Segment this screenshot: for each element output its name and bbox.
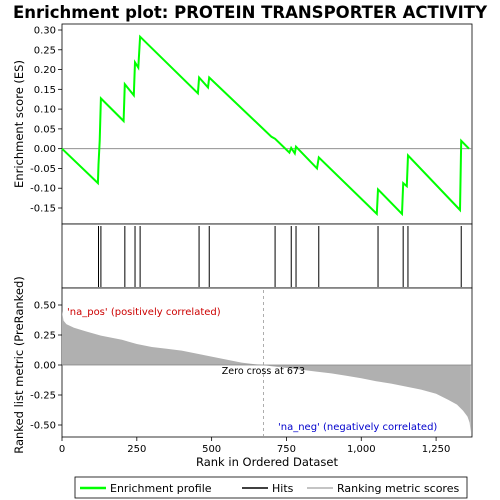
- rank-x-axis-label: Rank in Ordered Dataset: [196, 455, 339, 469]
- metric-y-tick-label: 0.25: [34, 331, 56, 342]
- es-y-tick-label: -0.10: [30, 184, 56, 195]
- zero-cross-label: Zero cross at 673: [222, 366, 305, 377]
- metric-y-tick-label: 0.00: [34, 361, 56, 372]
- es-y-tick-label: 0.15: [34, 85, 56, 96]
- legend-ranking-metric-label: Ranking metric scores: [337, 482, 459, 495]
- hits-panel-frame: [62, 224, 472, 288]
- na-pos-label: 'na_pos' (positively correlated): [67, 307, 221, 318]
- legend-hits-label: Hits: [272, 482, 294, 495]
- enrichment-score-panel: -0.15 -0.10 -0.05 0.00 0.05 0.10 0.15 0.20 0.25 0…: [12, 24, 472, 224]
- es-y-axis-label: Enrichment score (ES): [12, 60, 26, 188]
- hits-panel: [62, 224, 472, 288]
- top-panel-frame: [62, 24, 472, 224]
- chart-title: Enrichment plot: PROTEIN TRANSPORTER ACT…: [13, 3, 488, 22]
- rank-x-axis-ticks: 0 250 500 750 1,000 1,250: [59, 437, 451, 455]
- legend-enrichment-profile-label: Enrichment profile: [110, 482, 212, 495]
- es-y-tick-label: 0.20: [34, 65, 56, 76]
- rank-x-tick-label: 500: [202, 444, 221, 455]
- es-y-tick-label: -0.15: [30, 204, 56, 215]
- rank-x-tick-label: 0: [59, 444, 65, 455]
- rank-x-tick-label: 250: [127, 444, 146, 455]
- rank-x-tick-label: 1,250: [422, 444, 451, 455]
- na-neg-label: 'na_neg' (negatively correlated): [278, 422, 437, 433]
- es-y-tick-label: 0.00: [34, 144, 56, 155]
- ranked-metric-panel: 'na_pos' (positively correlated) Zero cr…: [12, 276, 472, 469]
- es-y-tick-label: 0.05: [34, 124, 56, 135]
- es-y-tick-label: -0.05: [30, 164, 56, 175]
- es-y-tick-label: 0.25: [34, 45, 56, 56]
- es-y-axis-ticks: -0.15 -0.10 -0.05 0.00 0.05 0.10 0.15 0.20 0.25 0…: [30, 26, 62, 215]
- rank-x-tick-label: 1,000: [347, 444, 376, 455]
- metric-y-axis-label: Ranked list metric (PreRanked): [12, 276, 26, 454]
- metric-y-tick-label: -0.50: [30, 421, 56, 432]
- es-y-tick-label: 0.30: [34, 26, 56, 37]
- chart-legend: Enrichment profile Hits Ranking metric s…: [75, 477, 467, 498]
- metric-y-axis-ticks: -0.50 -0.25 0.00 0.25 0.50: [30, 301, 62, 432]
- metric-y-tick-label: 0.50: [34, 301, 56, 312]
- rank-x-tick-label: 750: [277, 444, 296, 455]
- metric-y-tick-label: -0.25: [30, 391, 56, 402]
- es-y-tick-label: 0.10: [34, 105, 56, 116]
